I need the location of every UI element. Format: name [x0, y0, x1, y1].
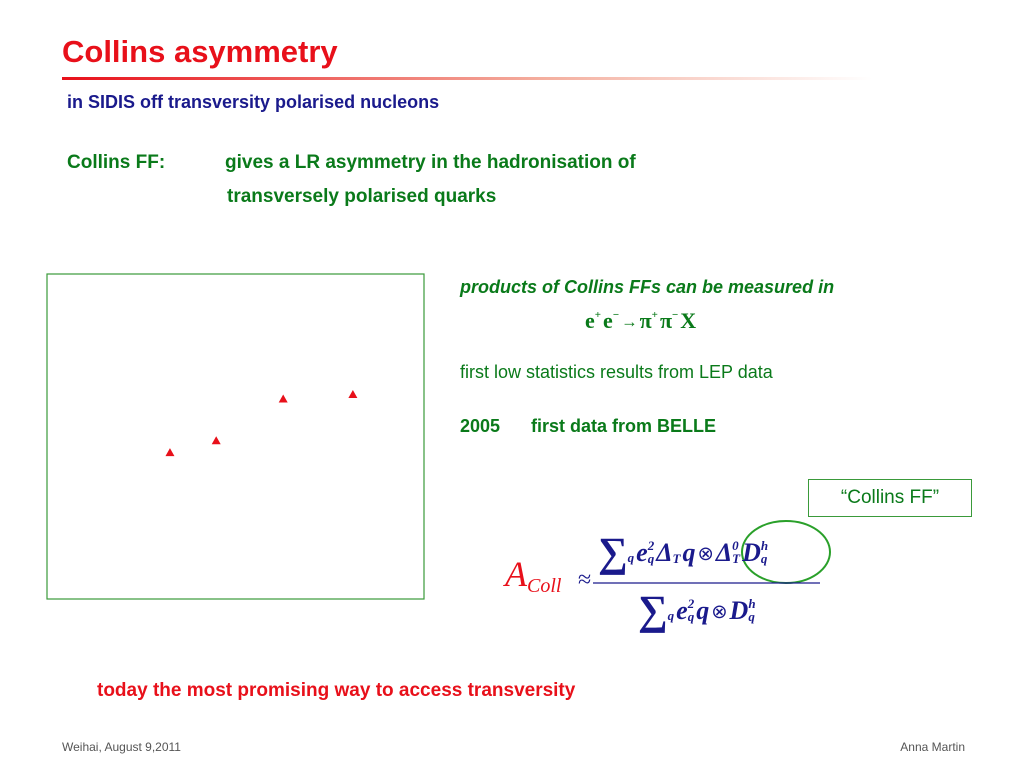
formula-token: ∑ q	[638, 586, 674, 634]
belle-year: 2005	[460, 416, 501, 436]
footer-right: Anna Martin	[900, 740, 965, 754]
token-main: e	[636, 538, 648, 568]
token-main: X	[680, 307, 697, 333]
token-sup: h	[760, 538, 769, 554]
token-main: π	[639, 307, 652, 333]
token-sub	[652, 321, 658, 332]
token-sup: −	[612, 308, 620, 321]
data-point	[348, 390, 358, 399]
token-scripts: q	[628, 539, 635, 565]
token-main: q	[682, 538, 696, 568]
token-sup: 2	[647, 538, 655, 554]
title-rule	[62, 77, 872, 80]
intro-line: transversely polarised quarks	[227, 186, 497, 207]
footer-left: Weihai, August 9,2011	[62, 740, 181, 754]
data-point	[278, 394, 288, 403]
formula-token: π −	[660, 306, 678, 334]
conclusion: today the most promising way to access t…	[97, 680, 576, 701]
formula-token: ⊗	[711, 595, 727, 625]
formula-token: q	[682, 536, 695, 568]
formula-approx: ≈	[578, 567, 592, 593]
token-sub	[613, 321, 619, 332]
title: Collins asymmetry	[62, 34, 338, 69]
subtitle: in SIDIS off transversity polarised nucl…	[67, 92, 440, 112]
token-main: D	[729, 596, 749, 626]
token-main: ⊗	[697, 544, 714, 566]
token-scripts: −	[672, 308, 679, 332]
token-sub: q	[687, 609, 695, 625]
token-scripts: +	[651, 308, 658, 332]
formula-lhs: AColl	[505, 553, 562, 597]
token-sup: h	[748, 596, 756, 612]
formula-token: π +	[640, 306, 658, 334]
data-point	[165, 448, 175, 457]
token-main: ∑	[638, 587, 668, 633]
formula-token: ∑ q	[598, 528, 634, 576]
measured-text: products of Collins FFs can be measured …	[460, 277, 835, 297]
token-sub: T	[672, 551, 681, 567]
token-main: ⊗	[711, 602, 728, 624]
token-sub	[672, 321, 678, 332]
formula-token: e +	[585, 306, 601, 334]
formula-lhs-main: A	[505, 554, 527, 594]
token-main: e	[676, 596, 688, 626]
belle-text: first data from BELLE	[531, 416, 717, 436]
plot-frame	[46, 273, 425, 600]
formula-token: X	[680, 306, 696, 334]
formula-lhs-sub: Coll	[527, 575, 562, 597]
token-sub: q	[667, 608, 675, 623]
token-main: e	[603, 307, 613, 333]
token-sub: q	[748, 609, 755, 625]
token-sup: +	[651, 308, 658, 321]
token-sup: −	[672, 308, 679, 321]
token-sub: q	[627, 550, 635, 565]
token-sub	[595, 321, 601, 332]
token-sub: T	[732, 551, 741, 567]
token-main: Δ	[715, 538, 733, 568]
token-scripts: −	[612, 308, 620, 332]
token-sup: +	[594, 308, 602, 321]
intro-line: gives a LR asymmetry in the hadronisatio…	[225, 152, 636, 173]
lep-text: first low statistics results from LEP da…	[460, 362, 773, 382]
token-main: π	[659, 307, 672, 333]
formula-token: e −	[603, 306, 619, 334]
token-scripts: +	[594, 308, 602, 332]
formula-token: ⊗	[697, 537, 713, 567]
token-sup: 2	[687, 596, 695, 612]
data-point	[211, 436, 221, 445]
token-scripts: T	[673, 540, 681, 566]
token-main: e	[585, 307, 595, 333]
intro-label: Collins FF:	[67, 152, 166, 173]
token-main: ∑	[598, 529, 628, 575]
token-main: →	[621, 311, 638, 331]
token-sub: q	[647, 551, 655, 567]
token-sup: 0	[732, 538, 739, 554]
token-sub: q	[760, 551, 768, 567]
collins-ff-box: “Collins FF”	[808, 479, 972, 517]
token-main: Δ	[656, 538, 673, 568]
token-scripts: q	[668, 597, 675, 623]
token-main: D	[742, 538, 761, 568]
formula-token: q	[696, 594, 709, 626]
reaction: e + e − →π + π − X	[585, 305, 698, 334]
token-main: q	[696, 596, 710, 626]
formula-token: →	[621, 307, 638, 333]
formula-denominator: ∑ q e 2 q q ⊗D h q	[638, 586, 758, 634]
